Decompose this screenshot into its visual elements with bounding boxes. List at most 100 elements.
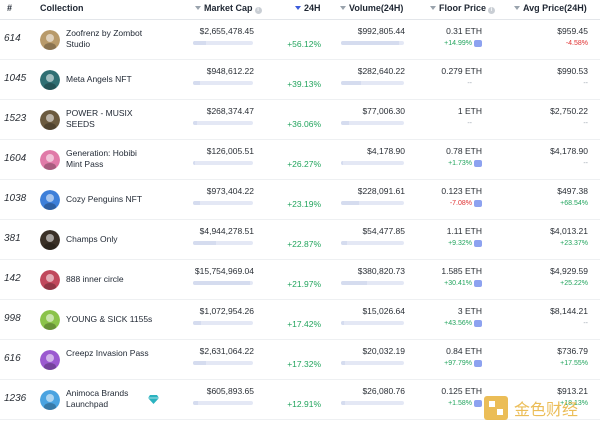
market-cap-bar (193, 321, 253, 325)
collection-name-link[interactable]: Animoca Brands Launchpad (66, 388, 129, 409)
collection-name-link[interactable]: Creepz Invasion Pass (66, 348, 149, 358)
table-row[interactable]: 1236 Animoca Brands Launchpad $605,893.6… (0, 380, 600, 420)
avg-price-change: +17.55% (560, 360, 588, 367)
rank-number: 1038 (4, 193, 27, 204)
market-cap-bar (193, 161, 253, 165)
collection-name-link[interactable]: Meta Angels NFT (66, 74, 132, 84)
collection-name-link[interactable]: Champs Only (66, 234, 118, 244)
info-icon: i (254, 7, 262, 14)
volume-value: $282,640.22 (357, 66, 405, 76)
market-cap-bar (193, 401, 253, 405)
volume-bar (341, 81, 404, 85)
collection-name-link[interactable]: Zoofrenz by Zombot Studio (66, 28, 143, 49)
volume-bar (341, 161, 404, 165)
market-cap-value: $2,655,478.45 (199, 26, 254, 36)
market-cap-value: $2,631,064.22 (199, 346, 254, 356)
avg-price-value: $8,144.21 (550, 306, 588, 316)
table-row[interactable]: 1523 POWER - MUSIX SEEDS $268,374.47 +36… (0, 100, 600, 140)
table-row[interactable]: 616 Creepz Invasion Pass $2,631,064.22 +… (0, 340, 600, 380)
change-24h-value: +17.42% (287, 319, 321, 329)
chart-mini-icon[interactable] (474, 320, 482, 327)
market-cap-header[interactable]: Market Cap i (195, 3, 262, 14)
collection-avatar[interactable] (40, 150, 60, 170)
chart-mini-icon[interactable] (474, 360, 482, 367)
collection-avatar[interactable] (40, 310, 60, 330)
collection-header[interactable]: Collection (40, 3, 84, 13)
avg-price-change: -- (583, 320, 588, 327)
table-row[interactable]: 998 YOUNG & SICK 1155s $1,072,954.26 +17… (0, 300, 600, 340)
volume-bar (341, 121, 404, 125)
sort-caret-icon (195, 6, 201, 10)
rank-number: 614 (4, 33, 21, 44)
chart-mini-icon[interactable] (474, 40, 482, 47)
floor-price-value: 0.78 ETH (446, 146, 482, 156)
floor-price-change: +1.73% (448, 160, 472, 167)
collection-name-link[interactable]: YOUNG & SICK 1155s (66, 314, 153, 324)
rank-number: 1045 (4, 73, 27, 84)
chart-mini-icon[interactable] (474, 280, 482, 287)
avg-price-value: $913.21 (557, 386, 588, 396)
floor-price-change: +97.79% (444, 360, 472, 367)
floor-price-change: +9.32% (448, 240, 472, 247)
volume-header[interactable]: Volume(24H) (340, 3, 403, 13)
collection-avatar[interactable] (40, 70, 60, 90)
collection-avatar[interactable] (40, 230, 60, 250)
table-row[interactable]: 381 Champs Only $4,944,278.51 +22.87% $5… (0, 220, 600, 260)
market-cap-bar (193, 281, 253, 285)
rank-number: 616 (4, 353, 21, 364)
avg-price-value: $497.38 (557, 186, 588, 196)
chart-mini-icon[interactable] (474, 240, 482, 247)
market-cap-bar (193, 81, 253, 85)
change-24h-value: +36.06% (287, 119, 321, 129)
floor-price-value: 1.585 ETH (441, 266, 482, 276)
table-row[interactable]: 142 888 inner circle $15,754,969.04 +21.… (0, 260, 600, 300)
floor-price-value: 3 ETH (457, 306, 482, 316)
collection-avatar[interactable] (40, 110, 60, 130)
collection-name-link[interactable]: Generation: Hobibi Mint Pass (66, 148, 137, 169)
avg-price-change: +23.37% (560, 240, 588, 247)
chart-mini-icon[interactable] (474, 200, 482, 207)
market-cap-value: $268,374.47 (206, 106, 254, 116)
floor-price-value: 1 ETH (457, 106, 482, 116)
table-row[interactable]: 1045 Meta Angels NFT $948,612.22 +39.13%… (0, 60, 600, 100)
floor-price-value: 1.11 ETH (446, 226, 482, 236)
collection-avatar[interactable] (40, 390, 60, 410)
market-cap-value: $605,893.65 (206, 386, 254, 396)
avg-price-change: -- (583, 120, 588, 127)
collection-name-link[interactable]: POWER - MUSIX SEEDS (66, 108, 133, 129)
avg-price-change: +25.22% (560, 280, 588, 287)
market-cap-bar (193, 121, 253, 125)
table-row[interactable]: 1038 Cozy Penguins NFT $973,404.22 +23.1… (0, 180, 600, 220)
change-24h-value: +23.19% (287, 199, 321, 209)
change-24h-header[interactable]: 24H (295, 3, 321, 13)
collection-avatar[interactable] (40, 190, 60, 210)
floor-price-change: -7.08% (449, 200, 472, 207)
sort-caret-icon (514, 6, 520, 10)
collection-avatar[interactable] (40, 30, 60, 50)
rank-header: # (7, 3, 13, 13)
chart-mini-icon[interactable] (474, 160, 482, 167)
table-row[interactable]: 1604 Generation: Hobibi Mint Pass $126,0… (0, 140, 600, 180)
volume-value: $54,477.85 (362, 226, 405, 236)
rank-number: 1523 (4, 113, 27, 124)
volume-value: $20,032.19 (362, 346, 405, 356)
market-cap-value: $4,944,278.51 (199, 226, 254, 236)
collection-avatar[interactable] (40, 350, 60, 370)
change-24h-value: +12.91% (287, 399, 321, 409)
chart-mini-icon[interactable] (474, 400, 482, 407)
avg-price-header[interactable]: Avg Price(24H) (514, 3, 587, 13)
collection-avatar[interactable] (40, 270, 60, 290)
floor-price-header[interactable]: Floor Price i (430, 3, 496, 14)
collection-name-link[interactable]: 888 inner circle (66, 274, 124, 284)
watermark-text: 金色财经 (514, 400, 578, 419)
collection-name-link[interactable]: Cozy Penguins NFT (66, 194, 143, 204)
rank-number: 142 (4, 273, 21, 284)
avg-price-change: -4.58% (565, 40, 588, 47)
rank-number: 1604 (4, 153, 27, 164)
floor-price-change: -- (467, 80, 472, 87)
avg-price-change: -- (583, 80, 588, 87)
table-row[interactable]: 614 Zoofrenz by Zombot Studio $2,655,478… (0, 20, 600, 60)
change-24h-value: +26.27% (287, 159, 321, 169)
avg-price-value: $4,178.90 (550, 146, 588, 156)
volume-value: $228,091.61 (357, 186, 405, 196)
